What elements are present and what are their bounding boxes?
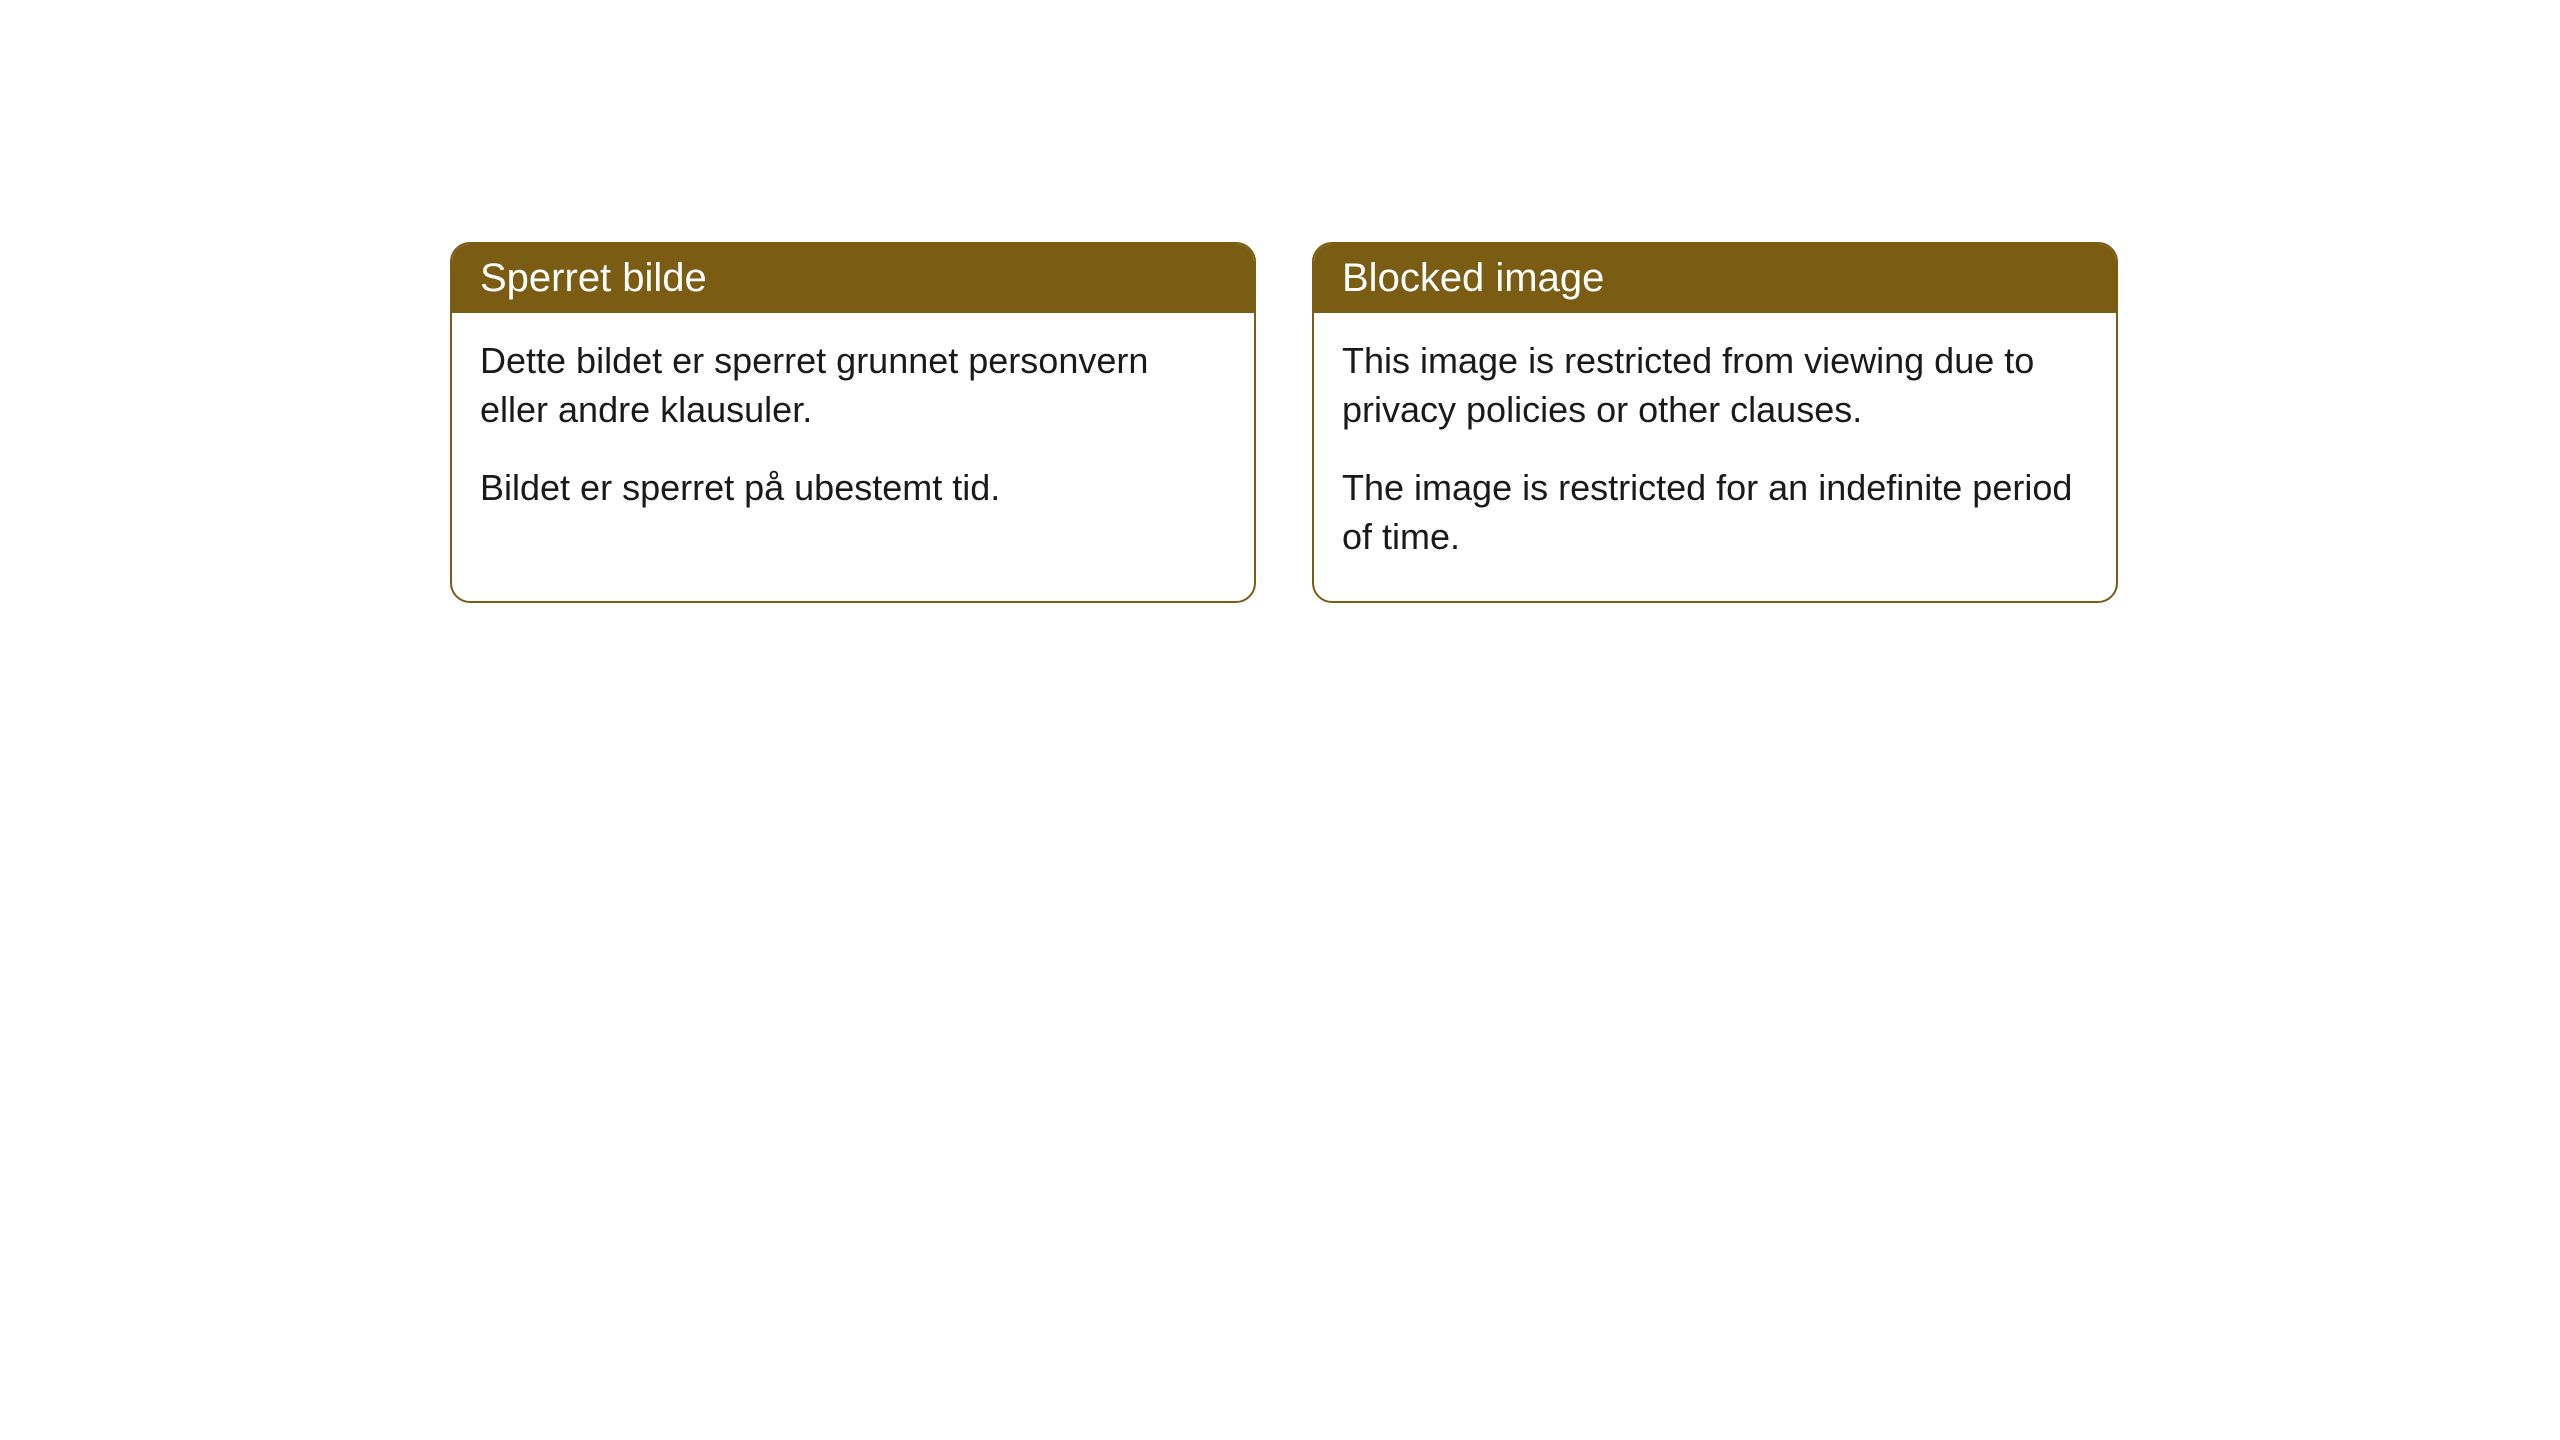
card-paragraph: Dette bildet er sperret grunnet personve… <box>480 337 1226 434</box>
blocked-image-card-english: Blocked image This image is restricted f… <box>1312 242 2118 603</box>
card-paragraph: Bildet er sperret på ubestemt tid. <box>480 464 1226 513</box>
card-paragraph: The image is restricted for an indefinit… <box>1342 464 2088 561</box>
card-paragraph: This image is restricted from viewing du… <box>1342 337 2088 434</box>
card-header: Blocked image <box>1314 244 2116 313</box>
blocked-image-card-norwegian: Sperret bilde Dette bildet er sperret gr… <box>450 242 1256 603</box>
cards-container: Sperret bilde Dette bildet er sperret gr… <box>450 242 2118 603</box>
card-title: Blocked image <box>1342 256 1604 300</box>
card-body: This image is restricted from viewing du… <box>1314 313 2116 601</box>
card-title: Sperret bilde <box>480 256 707 300</box>
card-body: Dette bildet er sperret grunnet personve… <box>452 313 1254 553</box>
card-header: Sperret bilde <box>452 244 1254 313</box>
